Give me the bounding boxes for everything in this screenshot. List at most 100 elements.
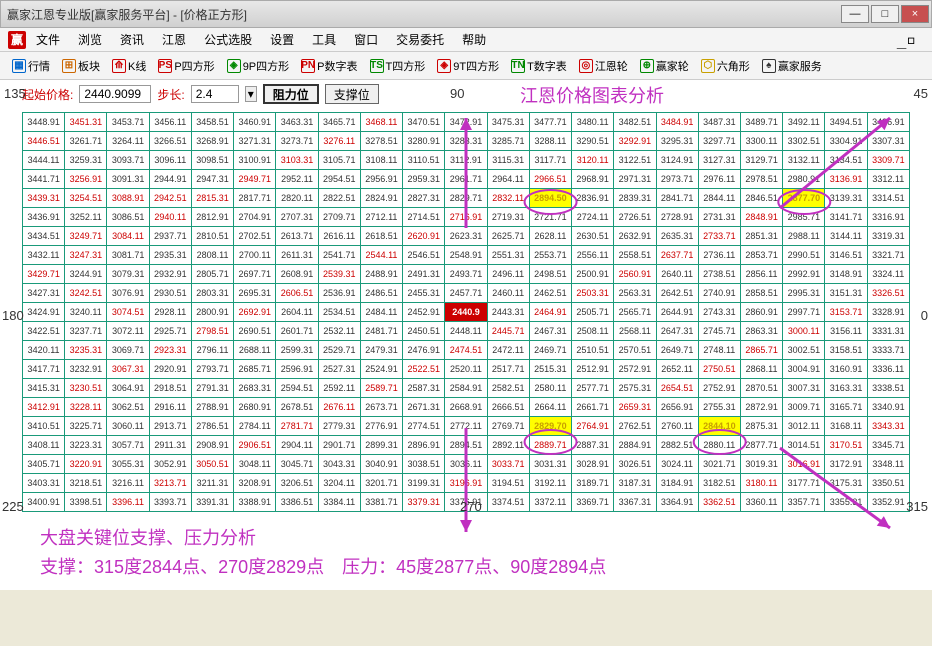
close-button[interactable]: × <box>901 5 929 23</box>
start-price-input[interactable] <box>79 85 151 103</box>
grid-cell: 2652.11 <box>656 360 698 379</box>
toolbar-item-9[interactable]: ◎江恩轮 <box>575 57 632 75</box>
axis-0: 0 <box>921 308 928 323</box>
menu-trade[interactable]: 交易委托 <box>388 29 452 50</box>
grid-cell: 2978.51 <box>740 170 782 189</box>
grid-cell: 2664.11 <box>529 398 571 417</box>
grid-cell: 3213.71 <box>149 474 191 493</box>
grid-cell: 3362.51 <box>698 493 740 512</box>
toolbar-label: 赢家服务 <box>778 58 822 74</box>
grid-cell: 2616.11 <box>318 227 360 246</box>
toolbar-item-8[interactable]: TNT数字表 <box>507 57 571 75</box>
grid-cell: 2570.51 <box>614 341 656 360</box>
resistance-button[interactable]: 阻力位 <box>263 84 319 104</box>
grid-cell: 3160.91 <box>825 360 867 379</box>
grid-cell: 3340.91 <box>867 398 909 417</box>
toolbar-item-1[interactable]: ⊞板块 <box>58 57 104 75</box>
dropdown-icon[interactable]: ▾ <box>245 86 257 102</box>
grid-cell: 2476.91 <box>403 341 445 360</box>
axis-180: 180 <box>2 308 24 323</box>
grid-cell: 3228.11 <box>65 398 107 417</box>
grid-cell: 2484.11 <box>360 303 402 322</box>
toolbar-label: 板块 <box>78 58 100 74</box>
grid-cell: 3144.11 <box>825 227 867 246</box>
grid-cell: 3295.31 <box>656 132 698 151</box>
grid-cell: 3151.31 <box>825 284 867 303</box>
grid-cell: 2443.31 <box>487 303 529 322</box>
menu-settings[interactable]: 设置 <box>262 29 302 50</box>
grid-cell: 3247.31 <box>65 246 107 265</box>
grid-cell: 3487.31 <box>698 113 740 132</box>
grid-cell: 2673.71 <box>360 398 402 417</box>
toolbar-item-3[interactable]: PSP四方形 <box>154 57 218 75</box>
grid-cell: 3088.91 <box>107 189 149 208</box>
toolbar-item-5[interactable]: PNP数字表 <box>297 57 361 75</box>
grid-cell: 3252.11 <box>65 208 107 227</box>
window-title: 赢家江恩专业版[赢家服务平台] - [价格正方形] <box>7 6 247 23</box>
grid-cell: 2856.11 <box>740 265 782 284</box>
grid-cell: 3084.11 <box>107 227 149 246</box>
menu-window[interactable]: 窗口 <box>346 29 386 50</box>
grid-cell: 2760.11 <box>656 417 698 436</box>
step-input[interactable] <box>191 85 239 103</box>
grid-cell: 2810.51 <box>191 227 233 246</box>
grid-cell: 3122.51 <box>614 151 656 170</box>
grid-cell: 2546.51 <box>403 246 445 265</box>
grid-cell: 3127.31 <box>698 151 740 170</box>
grid-cell: 3448.91 <box>23 113 65 132</box>
grid-cell: 3103.31 <box>276 151 318 170</box>
grid-cell: 2469.71 <box>529 341 571 360</box>
grid-cell: 2517.71 <box>487 360 529 379</box>
grid-cell: 2829.71 <box>445 189 487 208</box>
toolbar-item-10[interactable]: ⊕赢家轮 <box>636 57 693 75</box>
grid-cell: 2654.51 <box>656 379 698 398</box>
minimize-pane-icon[interactable]: _▫ <box>889 28 924 51</box>
menu-tools[interactable]: 工具 <box>304 29 344 50</box>
grid-cell: 3451.31 <box>65 113 107 132</box>
grid-cell: 3043.31 <box>318 455 360 474</box>
toolbar-item-11[interactable]: ⬡六角形 <box>697 57 754 75</box>
grid-cell: 2956.91 <box>360 170 402 189</box>
grid-cell: 2779.31 <box>318 417 360 436</box>
grid-cell: 3050.51 <box>191 455 233 474</box>
grid-cell: 2755.31 <box>698 398 740 417</box>
menu-news[interactable]: 资讯 <box>112 29 152 50</box>
grid-cell: 2635.31 <box>656 227 698 246</box>
menu-gann[interactable]: 江恩 <box>154 29 194 50</box>
toolbar-label: T四方形 <box>386 58 426 74</box>
grid-cell: 3105.71 <box>318 151 360 170</box>
grid-cell: 2563.31 <box>614 284 656 303</box>
grid-cell: 3021.71 <box>698 455 740 474</box>
toolbar-item-2[interactable]: ⟰K线 <box>108 57 150 75</box>
grid-cell: 3312.11 <box>867 170 909 189</box>
maximize-button[interactable]: □ <box>871 5 899 23</box>
toolbar-item-4[interactable]: ◈9P四方形 <box>223 57 293 75</box>
toolbar-item-6[interactable]: TST四方形 <box>366 57 430 75</box>
menu-file[interactable]: 文件 <box>28 29 68 50</box>
grid-cell: 2899.31 <box>360 436 402 455</box>
grid-cell: 2736.11 <box>698 246 740 265</box>
toolbar-item-12[interactable]: ♠赢家服务 <box>758 57 826 75</box>
grid-cell: 3331.31 <box>867 322 909 341</box>
grid-cell: 3482.51 <box>614 113 656 132</box>
grid-cell: 3343.31 <box>867 417 909 436</box>
support-button[interactable]: 支撑位 <box>325 84 379 104</box>
grid-cell: 2904.11 <box>276 436 318 455</box>
grid-cell: 3156.11 <box>825 322 867 341</box>
grid-cell: 3172.91 <box>825 455 867 474</box>
grid-cell: 2964.11 <box>487 170 529 189</box>
menu-formula[interactable]: 公式选股 <box>196 29 260 50</box>
menu-browse[interactable]: 浏览 <box>70 29 110 50</box>
grid-cell: 2606.51 <box>276 284 318 303</box>
menu-help[interactable]: 帮助 <box>454 29 494 50</box>
grid-cell: 2486.51 <box>360 284 402 303</box>
grid-cell: 3158.51 <box>825 341 867 360</box>
minimize-button[interactable]: — <box>841 5 869 23</box>
grid-cell: 2740.91 <box>698 284 740 303</box>
toolbar-item-7[interactable]: ◈9T四方形 <box>433 57 503 75</box>
grid-cell: 2700.11 <box>234 246 276 265</box>
grid-cell: 2536.91 <box>318 284 360 303</box>
toolbar-item-0[interactable]: ▦行情 <box>8 57 54 75</box>
grid-cell: 2512.91 <box>572 360 614 379</box>
grid-cell: 3256.91 <box>65 170 107 189</box>
